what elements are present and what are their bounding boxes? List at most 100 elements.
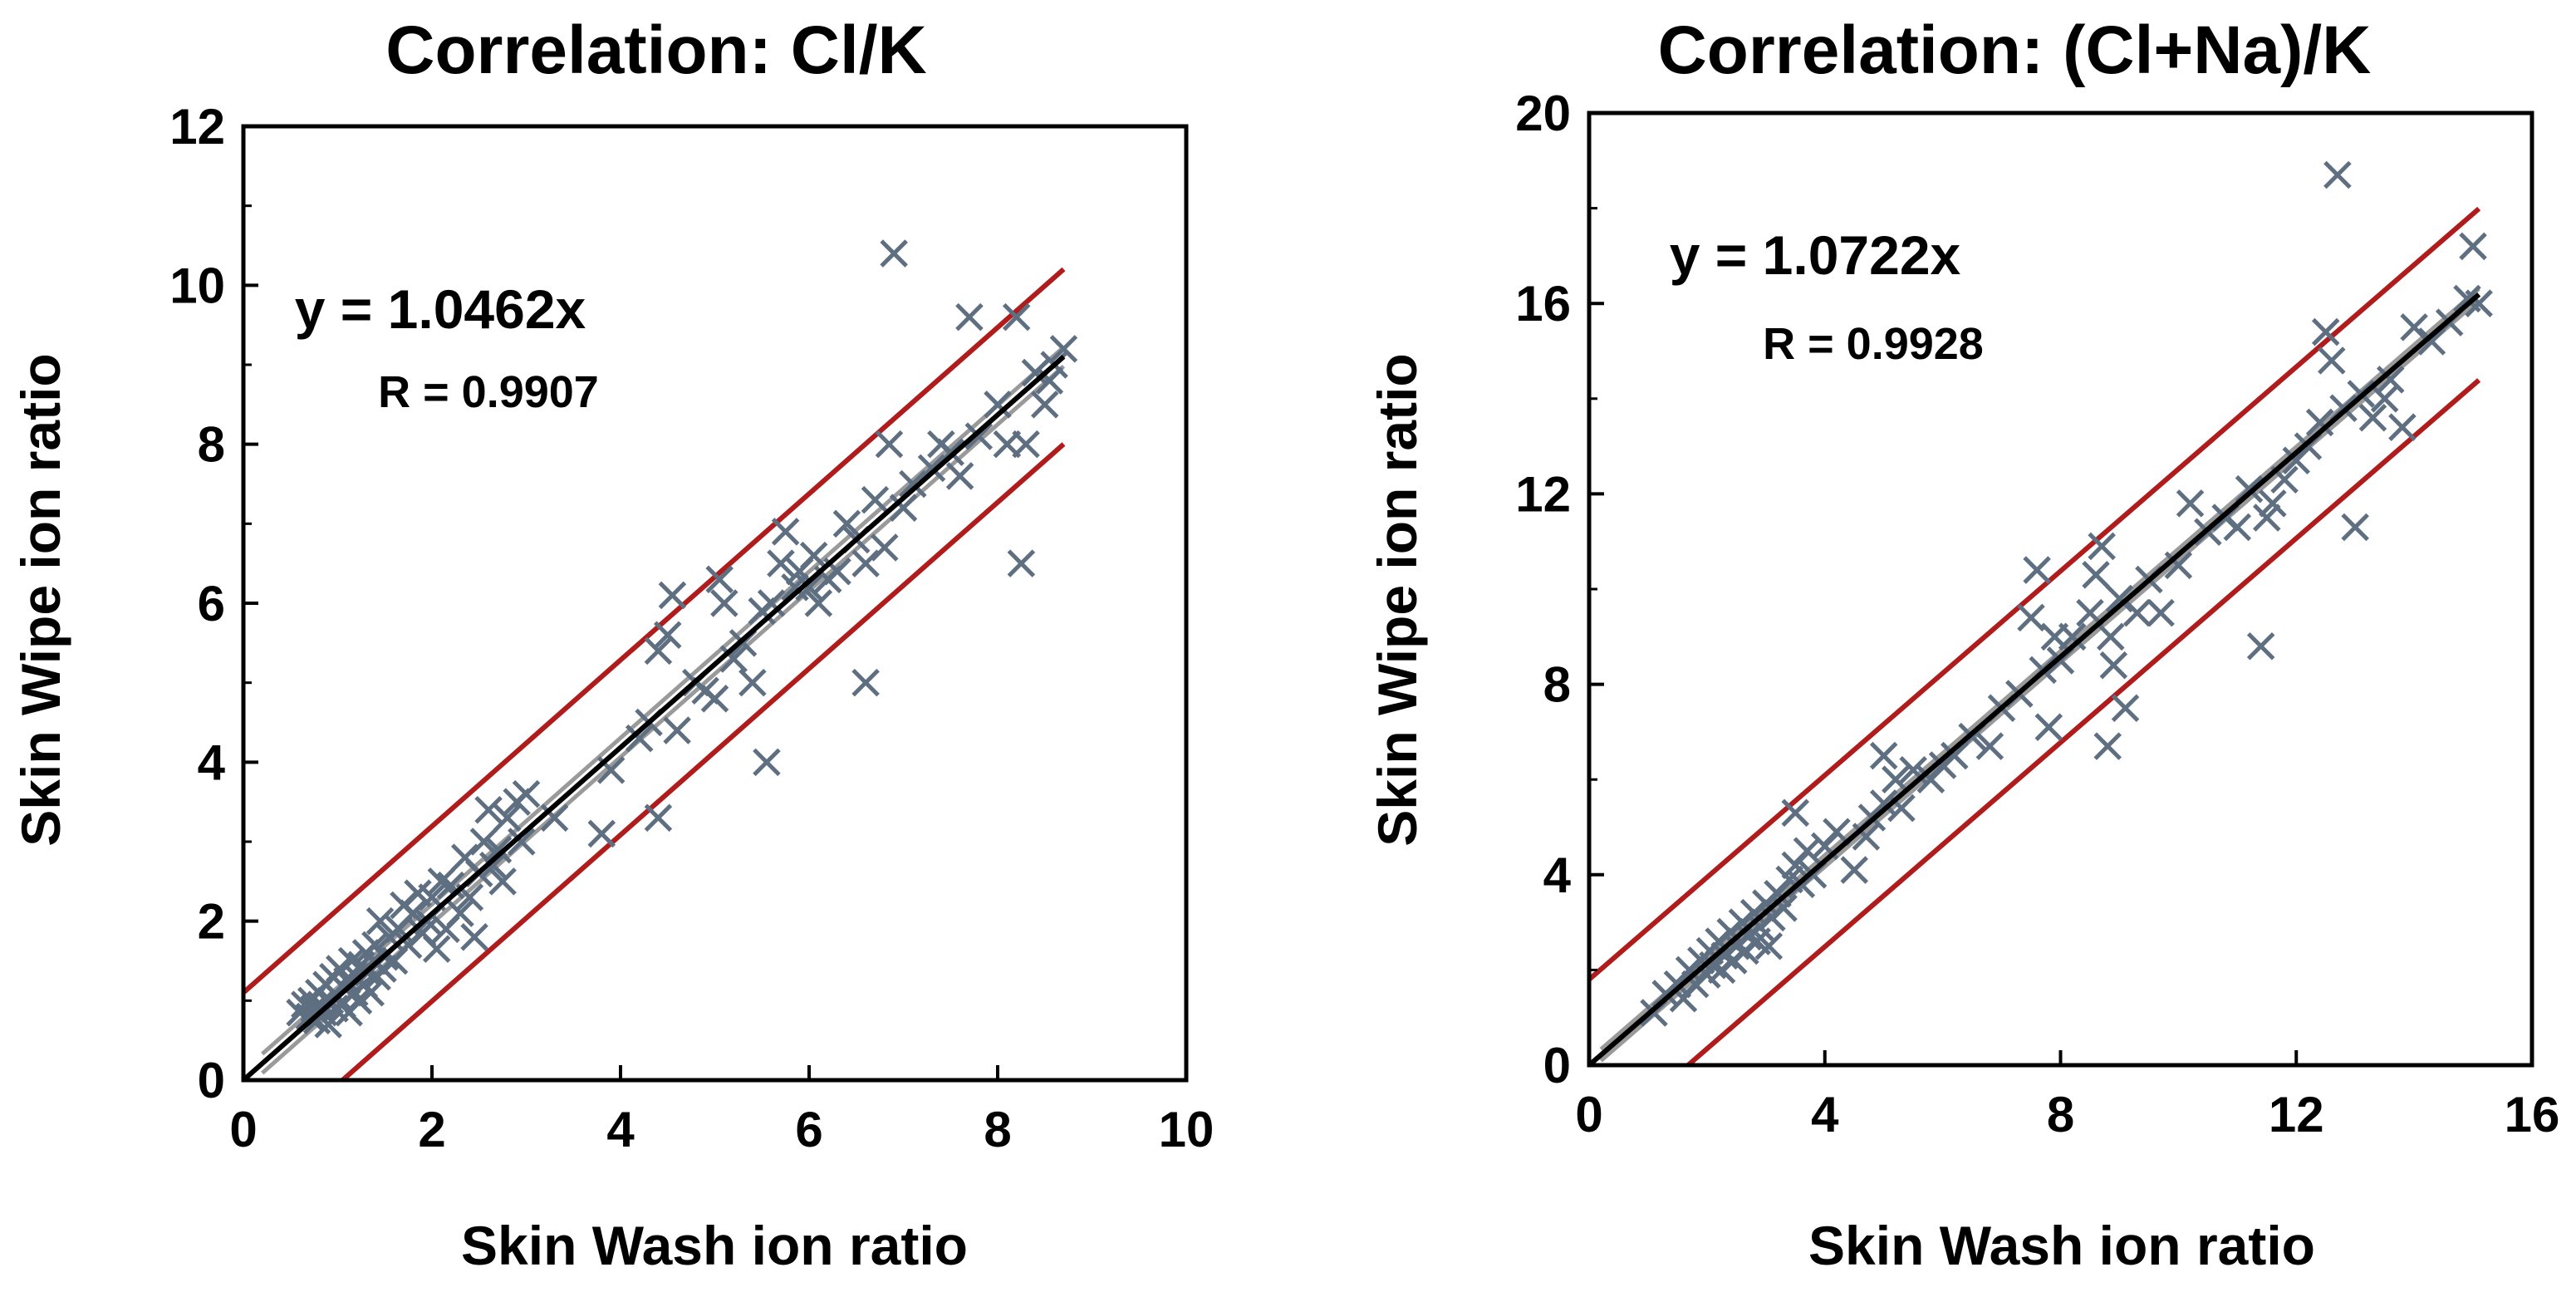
y-tick-label: 4 [1543, 847, 1572, 903]
x-tick-label: 8 [984, 1102, 1011, 1157]
data-point [1021, 358, 1050, 387]
data-point-stroke [945, 462, 974, 490]
data-point-stroke [899, 469, 927, 499]
data-point-stroke [861, 485, 890, 514]
data-point-stroke [2370, 385, 2399, 413]
data-point-stroke [2358, 403, 2387, 432]
data-point [446, 899, 474, 927]
data-point [984, 391, 1012, 419]
data-point-stroke [1007, 549, 1036, 577]
data-point-stroke [460, 923, 488, 951]
data-point-stroke [1754, 931, 1784, 960]
data-point [832, 509, 861, 538]
data-point [2088, 532, 2116, 561]
data-point-stroke [2082, 561, 2110, 589]
data-point [851, 668, 880, 697]
axis-ticks [242, 125, 1188, 1082]
data-point [1852, 823, 1881, 851]
x-tick-label: 0 [229, 1102, 257, 1157]
data-point [483, 835, 513, 864]
data-point [2223, 513, 2252, 542]
data-point-stroke [2223, 513, 2252, 542]
x-tick-label: 6 [795, 1102, 822, 1157]
data-point [738, 668, 767, 697]
data-point-stroke [422, 935, 451, 963]
data-point-stroke [1869, 789, 1898, 818]
data-point [2400, 313, 2428, 341]
x-tick-label: 2 [418, 1102, 445, 1157]
data-point [2111, 694, 2140, 723]
data-point-stroke [2097, 622, 2125, 651]
regression-equation: y = 1.0462x [295, 278, 586, 340]
data-point [344, 986, 373, 1015]
data-point [955, 302, 984, 332]
data-point [2358, 403, 2387, 432]
data-point-stroke [2093, 732, 2122, 760]
data-point-stroke [2099, 651, 2128, 680]
regression-equation: y = 1.0722x [1670, 224, 1961, 286]
data-point [1049, 335, 1078, 363]
data-point-stroke [404, 879, 432, 907]
data-point-stroke [596, 756, 626, 784]
data-point [2147, 598, 2175, 627]
data-point [653, 621, 682, 650]
data-point-stroke [2034, 713, 2063, 741]
data-point [2058, 622, 2087, 651]
data-point-stroke [427, 867, 456, 896]
x-tick-label: 0 [1575, 1087, 1602, 1142]
data-point-stroke [738, 668, 767, 697]
data-point [337, 946, 366, 975]
data-point [366, 906, 395, 936]
chart-cl-na-k: Correlation: (Cl+Na)/K Skin Wipe ion rat… [1367, 12, 2559, 1276]
y-axis-label: Skin Wipe ion ratio [1367, 353, 1428, 846]
data-point [2323, 160, 2352, 189]
data-point-stroke [1975, 732, 2004, 760]
data-point [795, 573, 823, 602]
data-point-stroke [1035, 366, 1064, 395]
data-point [899, 469, 927, 499]
lower-prediction-line [338, 442, 1066, 1080]
data-point [757, 589, 786, 617]
data-point [889, 494, 918, 522]
data-point-stroke [964, 422, 994, 450]
data-point-stroke [2176, 489, 2205, 518]
data-point [2305, 408, 2334, 437]
data-point [1754, 931, 1784, 960]
data-point-stroke [455, 883, 484, 911]
data-point-stroke [587, 819, 616, 848]
data-point [917, 454, 946, 483]
data-point [2341, 513, 2369, 542]
y-tick-label: 10 [169, 258, 225, 313]
x-axis-label: Skin Wash ion ratio [461, 1215, 968, 1276]
data-point [427, 867, 456, 896]
data-point-stroke [1869, 741, 1898, 770]
data-point [658, 581, 687, 610]
correlation-coefficient: R = 0.9928 [1763, 319, 1984, 369]
data-point-stroke [2465, 289, 2493, 317]
data-point-stroke [2376, 366, 2405, 394]
regression-line-path [1587, 292, 2481, 1068]
data-point-stroke [1781, 798, 1810, 828]
data-point-stroke [493, 803, 522, 833]
data-point-stroke [2122, 598, 2152, 627]
data-point-stroke [1840, 856, 1868, 884]
data-point-stroke [2058, 622, 2087, 651]
x-tick-labels: 0 4 8 12 16 [1575, 1087, 2559, 1142]
data-point [460, 923, 488, 951]
data-point-stroke [880, 239, 908, 268]
data-point-stroke [625, 724, 654, 753]
data-point [1781, 798, 1810, 828]
data-point [945, 462, 974, 490]
data-point-stroke [1012, 430, 1040, 459]
data-point [2099, 651, 2128, 680]
data-point [2465, 289, 2493, 317]
data-point-stroke [2253, 504, 2281, 532]
data-point-stroke [446, 899, 474, 927]
data-point [2082, 561, 2110, 589]
chart-cl-k: Correlation: Cl/K Skin Wipe ion ratio Sk… [10, 12, 1214, 1276]
x-axis-label: Skin Wash ion ratio [1808, 1215, 2315, 1276]
x-tick-label: 10 [1159, 1102, 1214, 1157]
data-point-stroke [823, 557, 851, 586]
data-point [880, 239, 908, 268]
y-tick-label: 4 [198, 734, 226, 790]
